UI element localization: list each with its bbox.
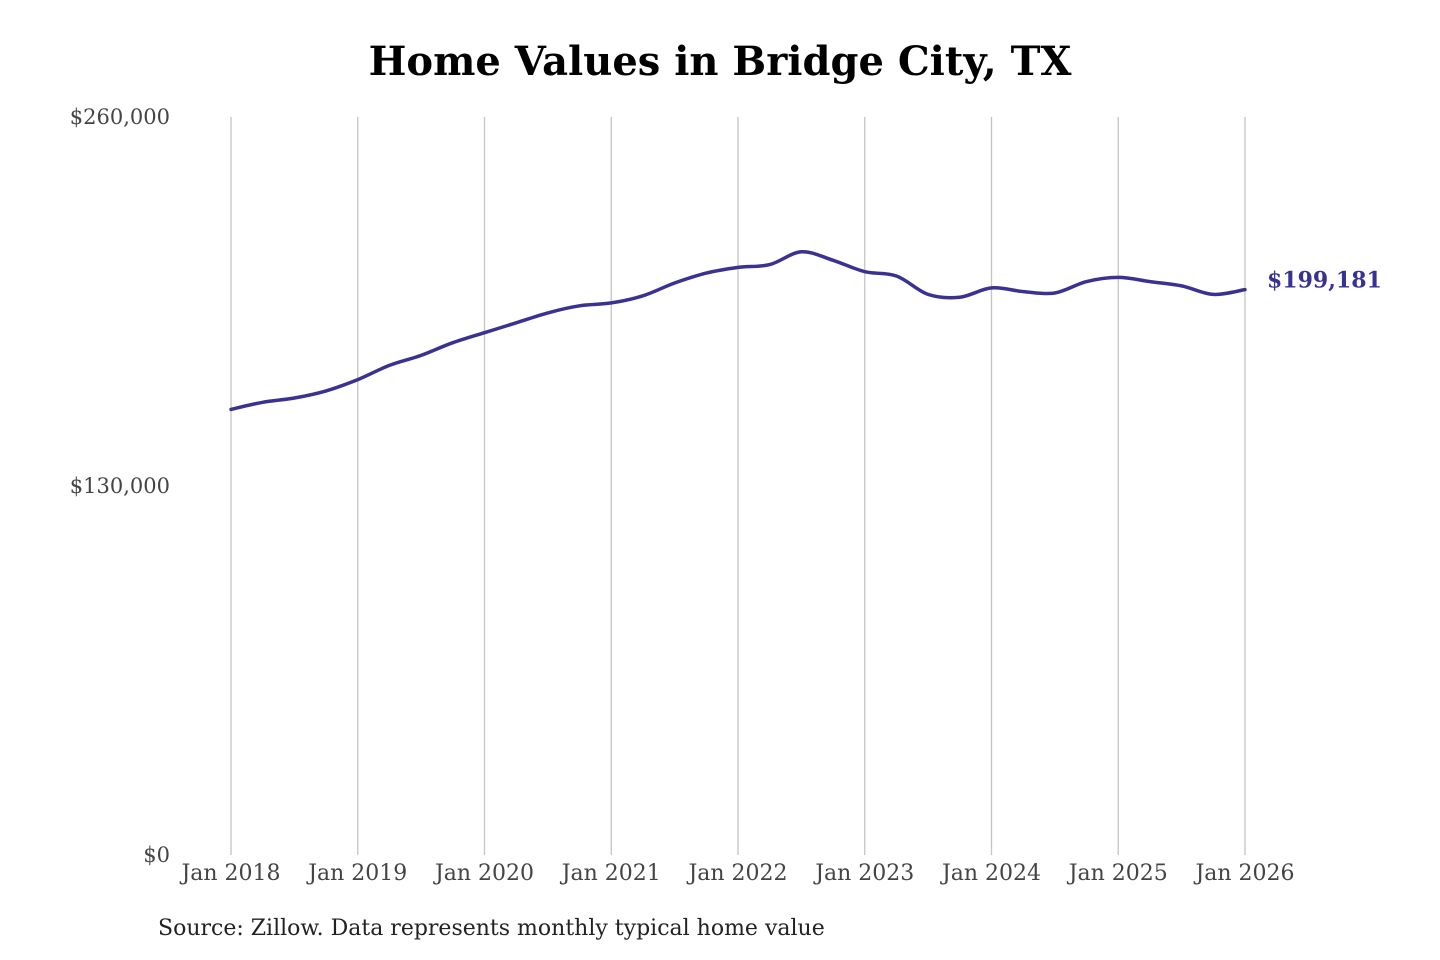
series-line <box>229 250 1247 412</box>
x-tick-label: Jan 2018 <box>179 861 280 886</box>
source-note: Source: Zillow. Data represents monthly … <box>158 916 825 941</box>
end-value-label: $199,181 <box>1267 268 1382 294</box>
x-tick-label: Jan 2020 <box>433 861 534 886</box>
x-tick-label: Jan 2025 <box>1067 861 1168 886</box>
x-tick-label: Jan 2024 <box>940 861 1041 886</box>
x-tick-label: Jan 2021 <box>560 861 661 886</box>
x-tick-label: Jan 2026 <box>1193 861 1294 886</box>
x-tick-label: Jan 2019 <box>306 861 407 886</box>
y-tick-label: $0 <box>143 843 170 867</box>
y-tick-label: $130,000 <box>70 474 170 498</box>
y-tick-label: $260,000 <box>70 105 170 129</box>
x-tick-label: Jan 2023 <box>813 861 914 886</box>
chart-title: Home Values in Bridge City, TX <box>368 38 1072 85</box>
x-tick-label: Jan 2022 <box>686 861 787 886</box>
